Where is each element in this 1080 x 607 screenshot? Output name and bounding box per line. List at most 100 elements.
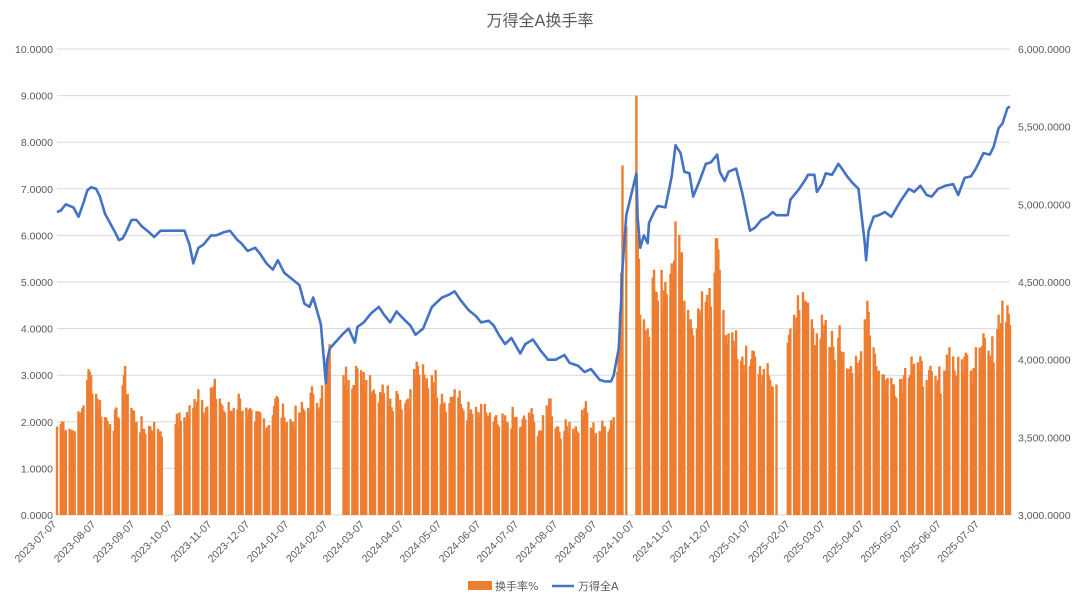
turnover-bar <box>939 393 942 515</box>
turnover-bar <box>91 393 94 515</box>
turnover-bar <box>409 389 412 515</box>
turnover-bar <box>837 337 840 515</box>
turnover-bar <box>883 387 887 515</box>
turnover-bar <box>753 356 757 515</box>
turnover-bar <box>77 411 80 515</box>
turnover-bar <box>266 426 269 515</box>
turnover-bar <box>140 416 143 515</box>
turnover-bar <box>108 424 112 515</box>
turnover-bar <box>94 393 98 515</box>
turnover-bar <box>495 415 498 515</box>
turnover-bar <box>184 422 187 515</box>
turnover-bar <box>539 430 542 515</box>
turnover-bar <box>974 347 978 515</box>
turnover-bar <box>954 377 957 515</box>
turnover-bar <box>407 407 411 515</box>
turnover-bar <box>406 398 410 515</box>
turnover-bar <box>803 301 806 515</box>
turnover-bar <box>443 402 446 515</box>
turnover-bar <box>912 363 916 515</box>
left-y-tick-label: 2.0000 <box>21 417 53 429</box>
turnover-bar <box>106 420 109 515</box>
turnover-bar <box>289 419 292 515</box>
turnover-bar <box>183 417 186 515</box>
left-y-tick-label: 5.0000 <box>21 277 53 289</box>
turnover-bar <box>276 397 280 515</box>
turnover-bar <box>726 343 729 515</box>
turnover-bar <box>192 407 195 515</box>
turnover-bar <box>573 434 576 515</box>
turnover-bar <box>536 435 540 515</box>
turnover-bar <box>460 407 464 515</box>
turnover-bar <box>378 392 382 515</box>
turnover-bar <box>413 369 416 515</box>
turnover-bar <box>680 252 684 515</box>
turnover-bar <box>78 414 81 515</box>
turnover-bar <box>804 300 807 515</box>
turnover-bar <box>856 362 859 515</box>
turnover-bar <box>540 431 543 515</box>
turnover-bar <box>107 429 110 515</box>
turnover-bar <box>567 434 570 515</box>
turnover-bar <box>531 414 535 515</box>
turnover-bar <box>732 340 735 515</box>
turnover-bar <box>898 379 902 515</box>
turnover-bar <box>848 368 851 515</box>
turnover-bar <box>156 428 160 515</box>
turnover-bar <box>820 314 824 515</box>
turnover-bar <box>414 375 417 515</box>
turnover-bar <box>592 422 595 515</box>
turnover-bar <box>665 293 668 515</box>
turnover-bar <box>310 386 314 515</box>
turnover-bar <box>271 415 275 515</box>
turnover-bar <box>483 403 487 515</box>
turnover-bar <box>187 415 190 515</box>
turnover-bar <box>283 417 286 515</box>
turnover-bar <box>505 421 508 515</box>
turnover-bar <box>890 377 893 515</box>
turnover-bar <box>197 389 200 515</box>
turnover-bar <box>176 427 180 515</box>
turnover-bar <box>294 405 297 515</box>
turnover-bar <box>794 331 797 515</box>
turnover-bar <box>583 407 586 515</box>
turnover-bar <box>521 418 524 515</box>
turnover-bar <box>103 417 107 515</box>
turnover-bar <box>418 374 421 515</box>
turnover-bar <box>264 432 267 515</box>
turnover-bar <box>849 365 853 515</box>
turnover-bar <box>87 369 90 515</box>
turnover-bar <box>661 309 665 515</box>
turnover-bar <box>690 328 694 515</box>
turnover-bar <box>469 409 473 515</box>
turnover-bar <box>617 351 620 515</box>
turnover-bar <box>81 408 84 515</box>
turnover-bar <box>97 408 100 515</box>
turnover-bar <box>647 336 651 515</box>
turnover-bar <box>734 330 738 515</box>
turnover-bar <box>568 421 571 515</box>
turnover-bar <box>558 431 561 515</box>
turnover-bar <box>88 371 92 515</box>
turnover-bar <box>134 423 137 515</box>
turnover-bar <box>697 308 700 515</box>
turnover-bar <box>838 325 841 515</box>
turnover-bar <box>751 350 754 515</box>
turnover-bar <box>651 277 654 515</box>
turnover-bar <box>363 392 367 515</box>
turnover-bar <box>397 407 401 515</box>
turnover-bar <box>589 427 593 515</box>
turnover-bar <box>828 346 831 515</box>
turnover-bar <box>132 410 136 515</box>
turnover-bar <box>399 399 402 515</box>
turnover-bar <box>228 411 232 515</box>
turnover-bar <box>274 398 277 515</box>
turnover-bar <box>493 416 497 515</box>
turnover-bar <box>655 291 658 515</box>
turnover-bar <box>983 338 986 515</box>
turnover-bar <box>452 396 455 515</box>
right-y-tick-label: 3,000.0000 <box>1018 510 1071 522</box>
left-y-tick-label: 7.0000 <box>21 184 53 196</box>
turnover-bar <box>347 379 350 515</box>
turnover-bar <box>309 392 312 515</box>
